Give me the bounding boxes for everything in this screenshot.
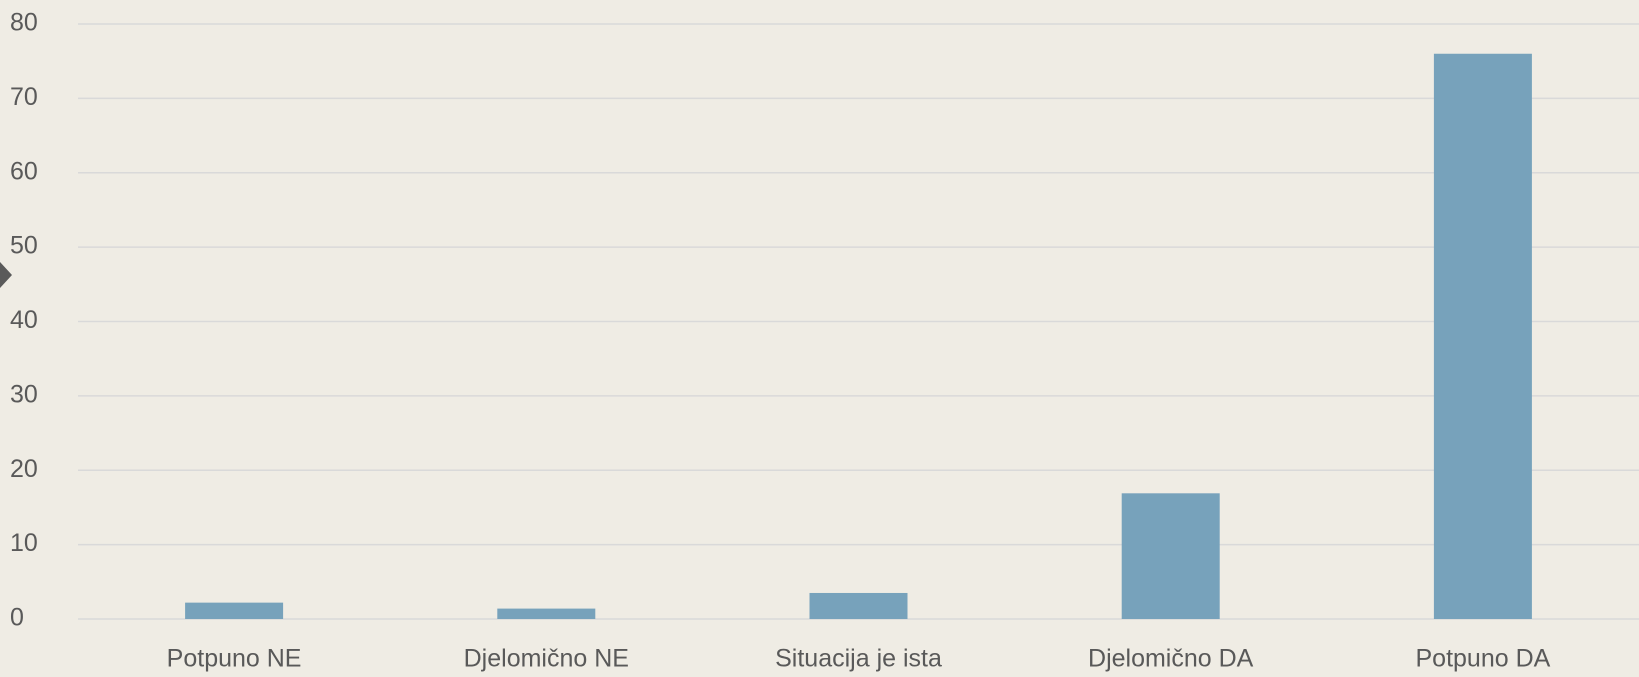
- x-tick-label: Situacija je ista: [775, 645, 942, 673]
- y-tick-label: 80: [10, 9, 38, 37]
- y-tick-label: 10: [10, 529, 38, 557]
- bar: [1121, 493, 1220, 619]
- side-arrow: [0, 262, 12, 288]
- x-tick-label: Potpuno DA: [1415, 645, 1550, 673]
- bar: [497, 608, 596, 619]
- bar: [809, 592, 908, 619]
- y-tick-label: 50: [10, 232, 38, 260]
- y-tick-label: 70: [10, 83, 38, 111]
- y-tick-label: 60: [10, 157, 38, 185]
- y-tick-label: 30: [10, 380, 38, 408]
- y-tick-label: 20: [10, 455, 38, 483]
- bar: [1433, 53, 1532, 619]
- y-tick-label: 40: [10, 306, 38, 334]
- y-tick-label: 0: [10, 604, 24, 632]
- x-tick-label: Djelomično NE: [464, 645, 629, 673]
- x-tick-label: Potpuno NE: [167, 645, 302, 673]
- x-tick-label: Djelomično DA: [1088, 645, 1254, 673]
- bar: [185, 602, 284, 619]
